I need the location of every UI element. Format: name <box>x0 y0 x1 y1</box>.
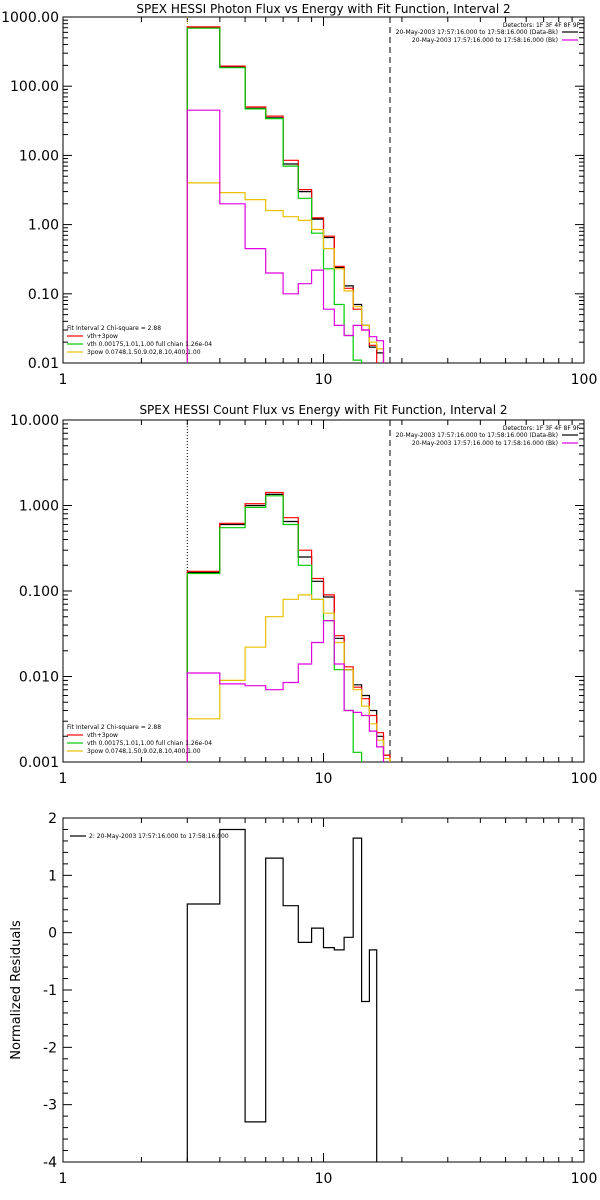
series-line-2 <box>186 491 391 762</box>
series-line-1 <box>186 493 391 762</box>
series-line-4 <box>186 594 391 762</box>
series-line-5 <box>186 109 385 363</box>
y-tick-label: 0 <box>48 926 57 942</box>
y-tick-label: 1.000 <box>19 499 59 515</box>
y-axis-label: Normalized Residuals <box>9 920 24 1060</box>
legend-bottom-entry: vth 0.00175,1.01,1.00 full chian 1.26e-0… <box>87 341 212 348</box>
series-line-1 <box>186 27 385 363</box>
chart-title: SPEX HESSI Photon Flux vs Energy with Fi… <box>136 2 510 16</box>
chart-panel-2: SPEX HESSI Count Flux vs Energy with Fit… <box>10 403 597 787</box>
fit-header: Fit Interval 2 Chi-square = 2.88 <box>67 724 161 731</box>
plot-frame <box>62 817 585 1163</box>
y-tick-label: -1 <box>43 983 57 999</box>
series-line-3 <box>186 27 363 363</box>
x-tick-label: 100 <box>571 771 598 787</box>
x-tick-label: 100 <box>571 1171 598 1187</box>
fit-header: Fit Interval 2 Chi-square = 2.88 <box>67 325 161 332</box>
y-tick-label: 10.000 <box>10 413 59 429</box>
y-tick-label: 0.10 <box>28 287 59 303</box>
legend-top-entry: 20-May-2003 17:57:16.000 to 17:58:16.000… <box>412 440 558 447</box>
y-tick-label: 0.010 <box>19 670 59 686</box>
legend-bottom-entry: vth 0.00175,1.01,1.00 full chian 1.26e-0… <box>87 740 212 747</box>
x-tick-label: 10 <box>315 372 333 388</box>
legend-top-entry: 20-May-2003 17:57:16.000 to 17:58:16.000… <box>396 29 558 36</box>
legend-bottom-entry: 3pow 0.0748,1.50,9.02,8.10,400,1.00 <box>87 349 201 356</box>
y-tick-label: -2 <box>43 1040 57 1056</box>
y-tick-label: 0.01 <box>28 356 59 372</box>
chart-panel-3: 1 10 100 -4 -3 -2 -1 0 1 2 Normalized Residuals 2: … <box>9 811 597 1187</box>
x-tick-label: 100 <box>571 372 598 388</box>
y-tick-label: -3 <box>43 1098 57 1114</box>
x-tick-label: 1 <box>59 771 68 787</box>
x-tick-label: 10 <box>315 771 333 787</box>
x-tick-label: 10 <box>315 1171 333 1187</box>
y-tick-label: 0.001 <box>19 755 59 771</box>
residual-legend-entry: 2: 20-May-2003 17:57:16.000 to 17:58:16.… <box>89 833 229 840</box>
y-tick-label: 1000.00 <box>1 10 59 26</box>
y-tick-label: 0.100 <box>19 584 59 600</box>
y-tick-label: 2 <box>48 811 57 827</box>
y-tick-label: 100.00 <box>10 79 59 95</box>
legend-top-entry: 20-May-2003 17:57:16.000 to 17:58:16.000… <box>396 432 558 439</box>
legend-bottom-entry: vth+3pow <box>87 333 118 340</box>
legend-top-entry: 20-May-2003 17:57:16.000 to 17:58:16.000… <box>412 37 558 44</box>
legend-bottom-entry: vth+3pow <box>87 732 118 739</box>
plot-frame <box>62 16 585 364</box>
x-tick-label: 1 <box>59 372 68 388</box>
y-tick-label: 1.00 <box>28 218 59 234</box>
series-line-2 <box>186 26 378 363</box>
y-tick-label: 10.00 <box>19 148 59 164</box>
series-line-3 <box>186 495 363 762</box>
series-line-1 <box>186 828 378 1162</box>
chart-title: SPEX HESSI Count Flux vs Energy with Fit… <box>139 403 507 417</box>
series-line-5 <box>186 620 385 762</box>
y-tick-label: 1 <box>48 868 57 884</box>
detectors-label: Detectors: 1F 3F 4F 8F 9F <box>503 22 581 29</box>
detectors-label: Detectors: 1F 3F 4F 8F 9F <box>503 425 581 432</box>
chart-panel-1: SPEX HESSI Photon Flux vs Energy with Fi… <box>1 2 597 388</box>
series-line-4 <box>186 182 385 363</box>
y-tick-label: -4 <box>43 1155 57 1171</box>
x-tick-label: 1 <box>59 1171 68 1187</box>
legend-bottom-entry: 3pow 0.0748,1.50,9.02,8.10,400,1.00 <box>87 748 201 755</box>
